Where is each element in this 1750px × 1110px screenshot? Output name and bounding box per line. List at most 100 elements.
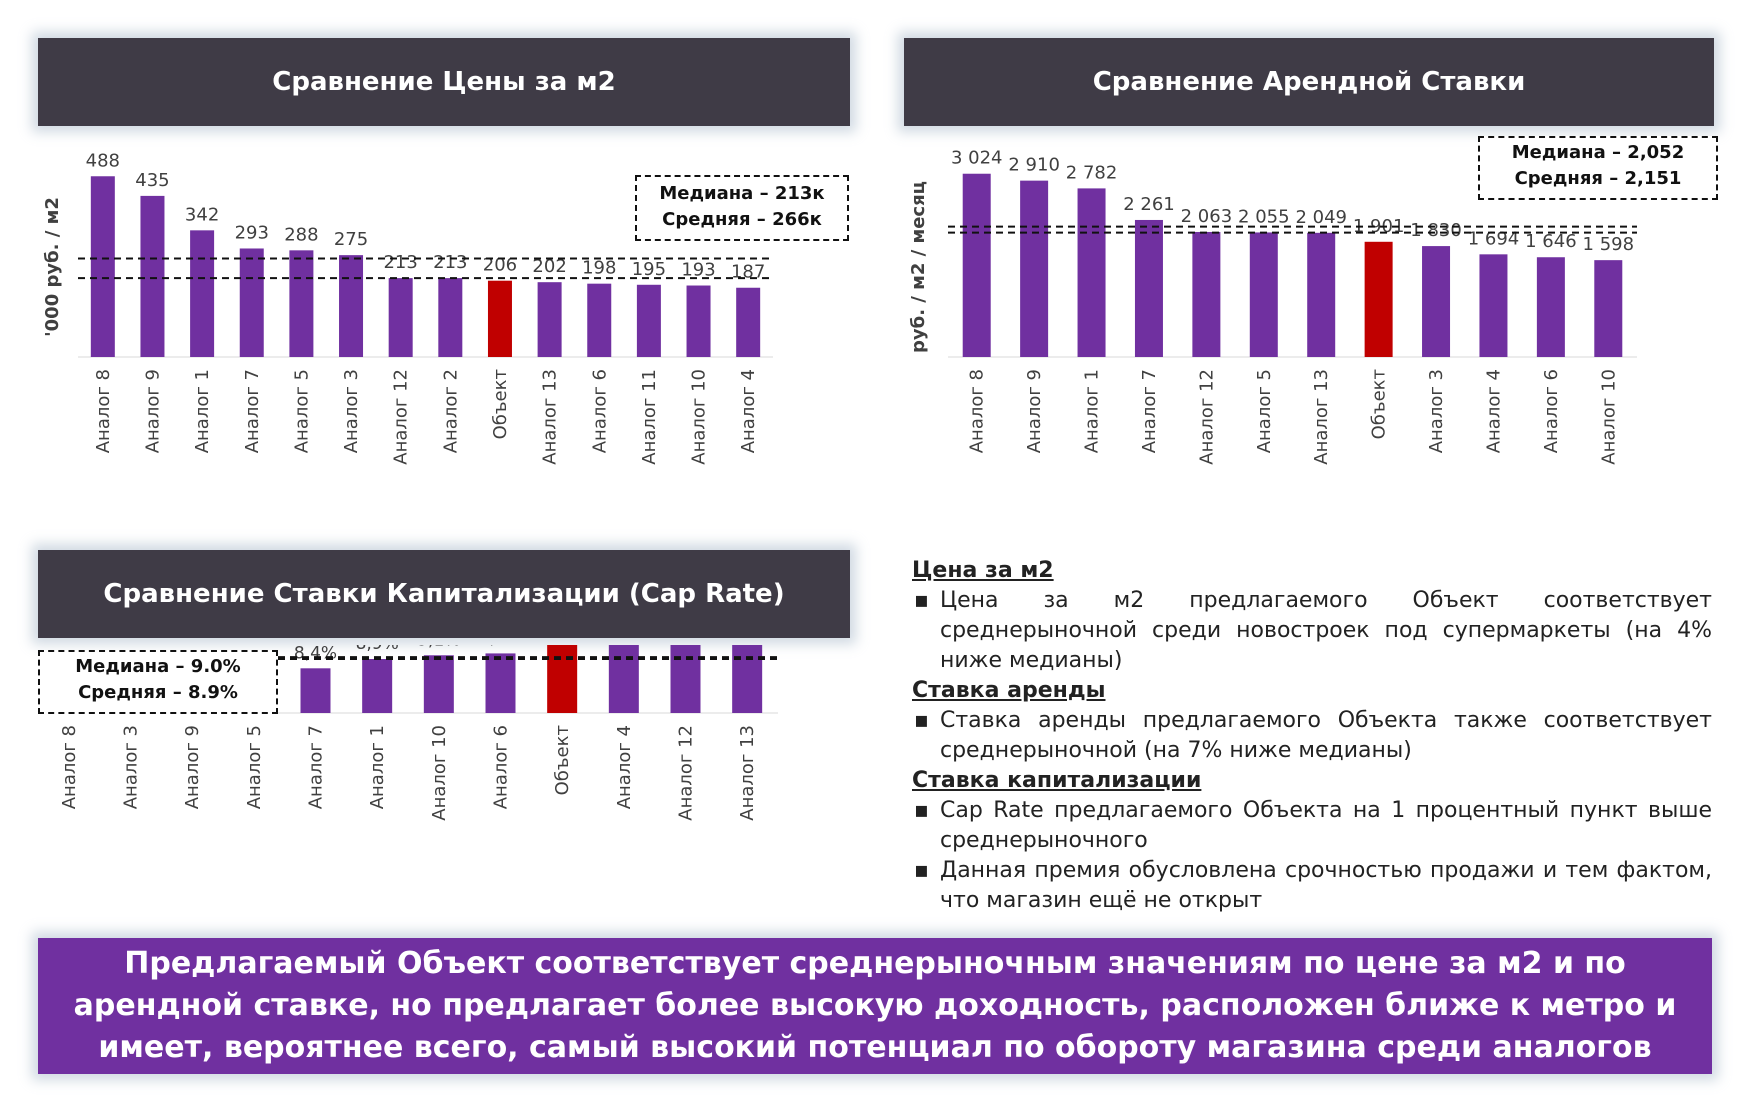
data-label: 1 830 xyxy=(1410,220,1462,241)
category-tick-label: Аналог 8 xyxy=(93,369,114,453)
bar xyxy=(1134,219,1163,357)
category-tick-label: Аналог 6 xyxy=(1541,369,1562,453)
data-label: 187 xyxy=(731,262,765,283)
data-label: 342 xyxy=(185,204,219,225)
data-label: 213 xyxy=(383,252,417,273)
bar xyxy=(438,278,463,357)
category-tick-label: Аналог 13 xyxy=(1311,369,1332,465)
data-label: 2 261 xyxy=(1123,194,1175,215)
category-tick-label: Аналог 6 xyxy=(491,725,512,809)
category-tick-label: Аналог 9 xyxy=(142,369,163,453)
bar xyxy=(140,195,165,357)
bar xyxy=(1594,260,1623,357)
bar xyxy=(300,668,331,713)
data-label: 8,4% xyxy=(294,645,337,663)
y-axis-label: руб. / м2 / месяц xyxy=(908,181,929,353)
bar xyxy=(962,173,991,357)
data-label: 195 xyxy=(632,259,666,280)
category-tick-label: Аналог 5 xyxy=(291,369,312,453)
category-tick-label: Аналог 13 xyxy=(737,725,758,821)
bar xyxy=(423,655,454,713)
data-label: 2 782 xyxy=(1066,162,1118,183)
bar xyxy=(1192,231,1221,357)
category-tick-label: Аналог 3 xyxy=(121,725,142,809)
category-tick-label: Аналог 1 xyxy=(192,369,213,453)
category-tick-label: Аналог 13 xyxy=(540,369,561,465)
bar xyxy=(1422,246,1451,357)
price-chart-header: Сравнение Цены за м2 xyxy=(38,38,850,126)
note-heading-price: Цена за м2 xyxy=(912,558,1054,583)
data-label: 198 xyxy=(582,258,616,279)
note-item: Cap Rate предлагаемого Объекта на 1 проц… xyxy=(912,796,1712,856)
data-label: 275 xyxy=(334,229,368,250)
category-tick-label: Аналог 6 xyxy=(589,369,610,453)
commentary: Цена за м2 Цена за м2 предлагаемого Объе… xyxy=(912,556,1712,916)
category-tick-label: Аналог 2 xyxy=(440,369,461,453)
data-label: 488 xyxy=(86,150,120,171)
category-tick-label: Аналог 7 xyxy=(306,725,327,809)
category-tick-label: Аналог 3 xyxy=(1426,369,1447,453)
category-tick-label: Аналог 9 xyxy=(1024,369,1045,453)
price-stats-box: Медиана – 213к Средняя – 266к xyxy=(635,175,849,241)
category-tick-label: Аналог 12 xyxy=(676,725,697,821)
data-label: 2 063 xyxy=(1181,206,1233,227)
category-tick-label: Аналог 5 xyxy=(244,725,265,809)
data-label: 1 901 xyxy=(1353,216,1405,237)
data-label: 9,2% xyxy=(479,645,522,648)
bar xyxy=(362,659,393,713)
category-tick-label: Аналог 10 xyxy=(429,725,450,821)
bar xyxy=(1536,257,1565,357)
bar xyxy=(686,285,711,357)
rent-chart-header: Сравнение Арендной Ставки xyxy=(904,38,1714,126)
data-label: 202 xyxy=(532,256,566,277)
category-tick-label: Аналог 8 xyxy=(967,369,988,453)
bar xyxy=(636,284,661,357)
category-tick-label: Аналог 4 xyxy=(1483,369,1504,453)
note-heading-rent: Ставка аренды xyxy=(912,678,1106,703)
data-label: 206 xyxy=(483,255,517,276)
bar xyxy=(485,653,516,713)
data-label: 288 xyxy=(284,224,318,245)
note-item: Ставка аренды предлагаемого Объекта такж… xyxy=(912,706,1712,766)
bar xyxy=(732,645,763,713)
bar xyxy=(190,230,215,357)
note-item: Цена за м2 предлагаемого Объект соответс… xyxy=(912,586,1712,676)
category-tick-label: Аналог 1 xyxy=(1082,369,1103,453)
rent-stats-box: Медиана – 2,052 Средняя – 2,151 xyxy=(1478,136,1718,200)
price-median: Медиана – 213к xyxy=(659,183,825,204)
data-label: 193 xyxy=(681,260,715,281)
price-average: Средняя – 266к xyxy=(662,209,822,230)
cap-rate-average: Средняя – 8.9% xyxy=(78,682,238,703)
category-tick-label: Объект xyxy=(1369,369,1390,439)
data-label: 1 694 xyxy=(1468,228,1520,249)
cap-rate-stats-box: Медиана – 9.0% Средняя – 8.9% xyxy=(38,650,278,714)
data-label: 435 xyxy=(135,170,169,191)
bar xyxy=(289,250,314,357)
category-tick-label: Аналог 9 xyxy=(182,725,203,809)
category-tick-label: Аналог 4 xyxy=(738,369,759,453)
bar xyxy=(339,255,364,357)
data-label: 2 049 xyxy=(1295,207,1347,228)
note-item: Данная премия обусловлена срочностью про… xyxy=(912,856,1712,916)
note-heading-cap-rate: Ставка капитализации xyxy=(912,768,1202,793)
category-tick-label: Аналог 8 xyxy=(59,725,80,809)
bar xyxy=(1307,232,1336,357)
data-label: 1 598 xyxy=(1583,234,1635,255)
category-tick-label: Аналог 4 xyxy=(614,725,635,809)
bar xyxy=(537,282,562,357)
bar xyxy=(1020,180,1049,357)
price-chart: 488 Аналог 8 435 Аналог 9 342 Аналог 1 293 Анал… xyxy=(42,150,773,465)
category-tick-label: Аналог 11 xyxy=(639,369,660,465)
conclusion-text: Предлагаемый Объект соответствует средне… xyxy=(73,946,1677,1065)
rent-median: Медиана – 2,052 xyxy=(1511,142,1685,163)
category-tick-label: Объект xyxy=(552,725,573,795)
data-label: 1 646 xyxy=(1525,231,1577,252)
bar xyxy=(608,645,639,713)
category-tick-label: Аналог 3 xyxy=(341,369,362,453)
cap-rate-chart-header: Сравнение Ставки Капитализации (Cap Rate… xyxy=(38,550,850,638)
category-tick-label: Аналог 7 xyxy=(242,369,263,453)
data-label: 3 024 xyxy=(951,148,1003,169)
conclusion-banner: Предлагаемый Объект соответствует средне… xyxy=(38,938,1712,1074)
category-tick-label: Аналог 10 xyxy=(1598,369,1619,465)
